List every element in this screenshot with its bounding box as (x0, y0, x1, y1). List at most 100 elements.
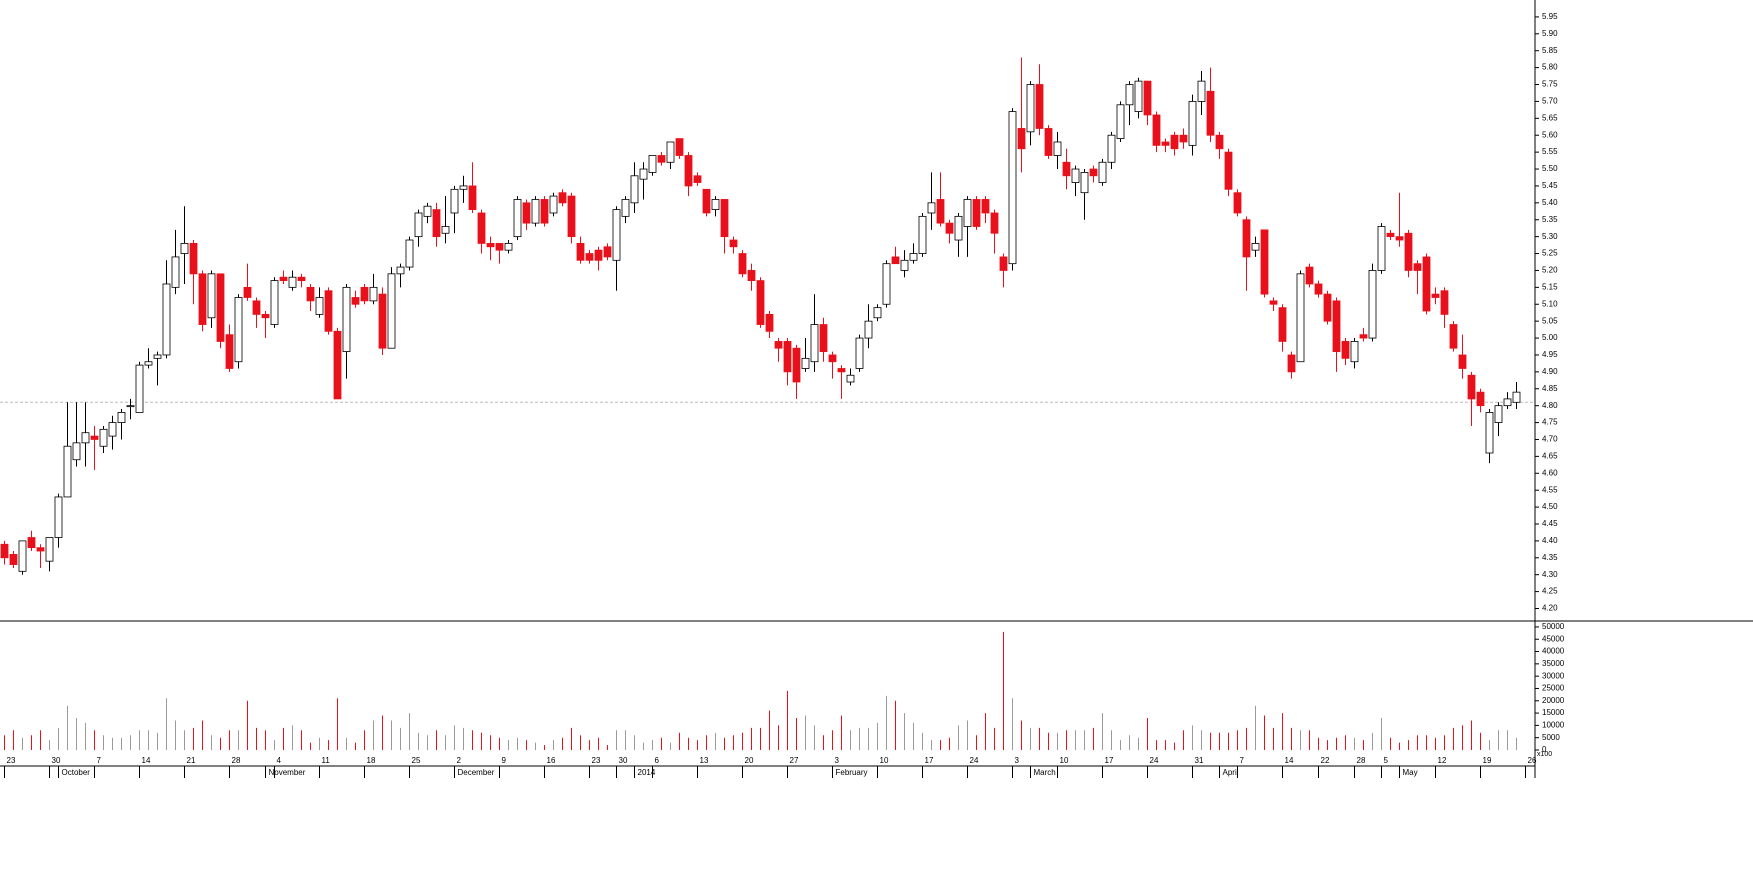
candle-body (126, 405, 135, 408)
candle-body (378, 293, 387, 349)
candle-body (1116, 104, 1125, 140)
candle-body (1485, 412, 1494, 454)
candle-body (1395, 236, 1404, 241)
candle-body (1215, 134, 1224, 150)
candle-body (603, 246, 612, 258)
candle-body (1467, 374, 1476, 400)
candle-body (1071, 168, 1080, 183)
y-tick-label: 5.05 (1542, 316, 1558, 325)
y-tick-label: 5.80 (1542, 63, 1558, 72)
candle-body (549, 195, 558, 214)
candle-body (234, 297, 243, 363)
y-tick-label: 4.90 (1542, 367, 1558, 376)
y-tick-label: 5.45 (1542, 181, 1558, 190)
candle-body (1026, 84, 1035, 133)
candle-body (63, 445, 72, 498)
candle-body (459, 185, 468, 190)
y-tick-label: 4.60 (1542, 468, 1558, 477)
candle-body (1296, 273, 1305, 363)
candle-body (180, 243, 189, 254)
y-tick-label: 4.40 (1542, 536, 1558, 545)
x-tick-label: 12 (1438, 756, 1447, 765)
candle-body (1350, 341, 1359, 363)
candle-body (1269, 300, 1278, 305)
candle-body (621, 199, 630, 217)
candle-body (837, 368, 846, 373)
volume-tick-label: 50000 (1542, 622, 1565, 631)
candle-body (477, 212, 486, 244)
candle-body (792, 347, 801, 383)
candle-body (639, 168, 648, 180)
candle-body (927, 202, 936, 214)
month-label: February (836, 768, 868, 777)
x-tick-label: 30 (52, 756, 61, 765)
candle-body (90, 435, 99, 440)
candle-body (261, 313, 270, 319)
candle-body (531, 199, 540, 224)
candle-body (1458, 354, 1467, 369)
candle-body (1125, 84, 1134, 106)
candle-body (909, 253, 918, 261)
month-label: 2014 (638, 768, 656, 777)
x-tick-label: 27 (790, 756, 799, 765)
candle-body (333, 330, 342, 400)
y-tick-label: 5.30 (1542, 232, 1558, 241)
candle-body (1422, 256, 1431, 312)
candle-body (594, 249, 603, 261)
x-tick-label: 11 (322, 756, 331, 765)
candle-body (450, 188, 459, 214)
candle-body (756, 280, 765, 325)
candle-body (945, 222, 954, 234)
x-tick-label: 17 (1105, 756, 1114, 765)
x-tick-label: 31 (1195, 756, 1204, 765)
month-label: May (1403, 768, 1418, 777)
candle-body (1368, 270, 1377, 339)
month-label: December (458, 768, 495, 777)
candle-body (648, 155, 657, 173)
candle-body (1260, 229, 1269, 295)
candle-body (972, 199, 981, 227)
y-tick-label: 4.85 (1542, 384, 1558, 393)
x-tick-label: 17 (925, 756, 934, 765)
x-tick-label: 18 (367, 756, 376, 765)
candle-body (936, 199, 945, 224)
y-tick-label: 4.70 (1542, 435, 1558, 444)
candle-body (1143, 80, 1152, 116)
candle-body (873, 307, 882, 319)
candle-body (216, 273, 225, 342)
y-tick-label: 4.50 (1542, 502, 1558, 511)
candle-body (567, 195, 576, 238)
y-tick-label: 4.95 (1542, 350, 1558, 359)
candle-body (1431, 293, 1440, 298)
candle-body (1161, 141, 1170, 146)
candle-body (495, 243, 504, 251)
candle-body (864, 320, 873, 339)
candle-body (1224, 151, 1233, 190)
candle-body (153, 354, 162, 359)
candle-body (657, 155, 666, 163)
candle-body (1062, 161, 1071, 177)
candle-body (486, 243, 495, 248)
candle-body (1314, 283, 1323, 295)
candle-body (117, 412, 126, 423)
month-label: October (62, 768, 91, 777)
candle-body (900, 259, 909, 271)
volume-tick-label: 20000 (1542, 696, 1565, 705)
y-tick-label: 5.85 (1542, 46, 1558, 55)
candle-body (198, 273, 207, 325)
volume-tick-label: 45000 (1542, 634, 1565, 643)
candle-body (1017, 128, 1026, 150)
y-tick-label: 5.75 (1542, 80, 1558, 89)
y-tick-label: 5.20 (1542, 266, 1558, 275)
y-tick-label: 5.40 (1542, 198, 1558, 207)
candle-body (1476, 391, 1485, 407)
x-tick-label: 24 (1150, 756, 1159, 765)
x-tick-label: 6 (655, 756, 660, 765)
month-label: November (269, 768, 306, 777)
y-tick-label: 5.65 (1542, 113, 1558, 122)
candle-body (1098, 161, 1107, 183)
candle-body (1332, 300, 1341, 352)
x-tick-label: 22 (1321, 756, 1330, 765)
y-tick-label: 5.00 (1542, 333, 1558, 342)
x-tick-label: 30 (619, 756, 628, 765)
